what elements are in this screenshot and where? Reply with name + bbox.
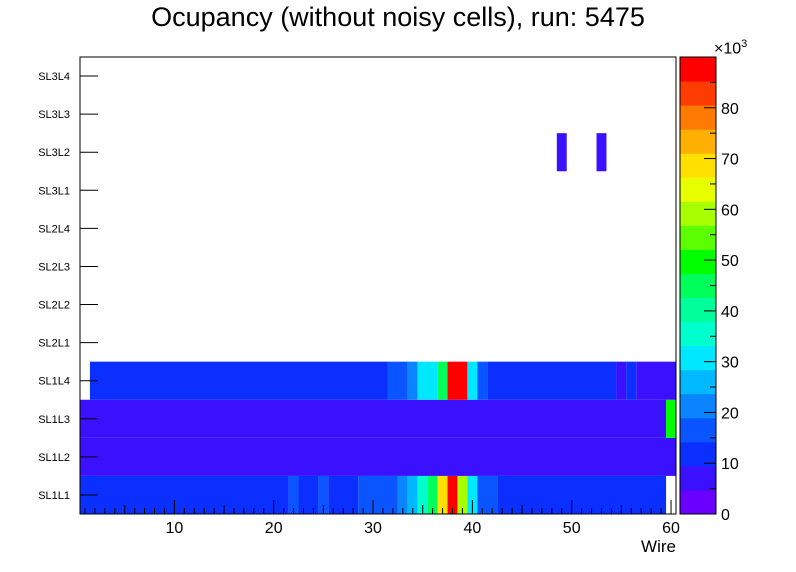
- x-axis-label: Wire: [641, 537, 676, 556]
- heatmap-cell: [80, 437, 676, 476]
- y-tick-label: SL2L1: [38, 338, 70, 350]
- colorbar-segment: [680, 81, 716, 106]
- heatmap-cell: [298, 475, 319, 514]
- heatmap-cell: [616, 361, 627, 400]
- colorbar-segment: [680, 393, 716, 419]
- colorbar-segment: [680, 441, 716, 467]
- y-tick-label: SL2L4: [38, 223, 70, 235]
- heatmap-cell: [80, 475, 289, 514]
- colorbar-segment: [680, 417, 716, 443]
- colorbar-multiplier-exponent: 3: [741, 38, 748, 50]
- colorbar-tick-label: 50: [721, 253, 739, 270]
- colorbar-tick-label: 0: [721, 507, 730, 524]
- heatmap-cell: [626, 361, 637, 400]
- colorbar-segment: [680, 201, 716, 226]
- heatmap-cell: [467, 475, 478, 514]
- y-tick-label: SL1L4: [38, 376, 70, 388]
- heatmap-cell: [80, 399, 667, 438]
- colorbar-segment: [680, 249, 716, 274]
- x-tick-label: 50: [563, 520, 581, 537]
- heatmap-cell: [328, 475, 359, 514]
- heatmap-cell: [556, 133, 567, 172]
- colorbar-segment: [680, 57, 716, 82]
- heatmap-cell: [318, 475, 329, 514]
- heatmap-cell: [497, 475, 667, 514]
- colorbar-segment: [680, 153, 716, 178]
- heatmap-cell: [477, 361, 488, 400]
- heatmap-cell: [477, 475, 498, 514]
- heatmap-cell: [427, 475, 438, 514]
- x-tick-label: 40: [463, 520, 481, 537]
- colorbar-tick-label: 60: [721, 202, 739, 219]
- y-tick-label: SL3L2: [38, 147, 70, 159]
- heatmap-cell: [89, 361, 388, 400]
- heatmap-cell: [417, 475, 428, 514]
- x-tick-label: 60: [662, 520, 680, 537]
- colorbar-tick-label: 20: [721, 405, 739, 422]
- heatmap-cell: [407, 475, 418, 514]
- plot-frame: [79, 56, 677, 515]
- colorbar-tick-label: 40: [721, 304, 739, 321]
- colorbar-tick-label: 80: [721, 101, 739, 118]
- colorbar-segment: [680, 225, 716, 250]
- colorbar-segment: [680, 345, 716, 371]
- y-tick-label: SL2L3: [38, 261, 70, 273]
- y-tick-label: SL3L1: [38, 185, 70, 197]
- heatmap-cell: [487, 361, 617, 400]
- colorbar-segment: [680, 489, 716, 515]
- colorbar-multiplier: ×103: [714, 38, 747, 58]
- heatmap-cell: [457, 475, 468, 514]
- y-tick-label: SL1L2: [38, 452, 70, 464]
- heatmap-cell: [407, 361, 418, 400]
- heatmap-cell: [288, 475, 299, 514]
- y-tick-label: SL1L1: [38, 490, 70, 502]
- colorbar-tick-label: 30: [721, 355, 739, 372]
- heatmap-cell: [387, 361, 408, 400]
- heatmap-cell: [358, 475, 398, 514]
- colorbar-segment: [680, 177, 716, 202]
- colorbar-multiplier-base: ×10: [714, 40, 742, 58]
- colorbar-tick-label: 70: [721, 152, 739, 169]
- heatmap-cell: [666, 399, 676, 438]
- heatmap-cell: [596, 133, 607, 172]
- colorbar-segment: [680, 105, 716, 130]
- heatmap-cell: [467, 361, 478, 400]
- x-tick-label: 30: [364, 520, 382, 537]
- colorbar-tick-label: 10: [721, 456, 739, 473]
- colorbar-segment: [680, 465, 716, 491]
- heatmap-cell: [447, 361, 468, 400]
- chart-title: Ocupancy (without noisy cells), run: 547…: [151, 2, 645, 32]
- heatmap-cell: [636, 361, 676, 400]
- heatmap-cell: [437, 475, 448, 514]
- colorbar-segment: [680, 297, 716, 323]
- heatmap-cell: [417, 361, 438, 400]
- y-tick-label: SL1L3: [38, 414, 70, 426]
- x-tick-label: 10: [165, 520, 183, 537]
- heatmap-cell: [397, 475, 408, 514]
- colorbar-segment: [680, 321, 716, 347]
- y-tick-label: SL3L4: [38, 71, 70, 83]
- y-tick-label: SL2L2: [38, 300, 70, 312]
- colorbar-segment: [680, 369, 716, 395]
- x-tick-label: 20: [265, 520, 283, 537]
- heatmap-cell: [437, 361, 448, 400]
- y-tick-label: SL3L3: [38, 109, 70, 121]
- heatmap-cell: [447, 475, 458, 514]
